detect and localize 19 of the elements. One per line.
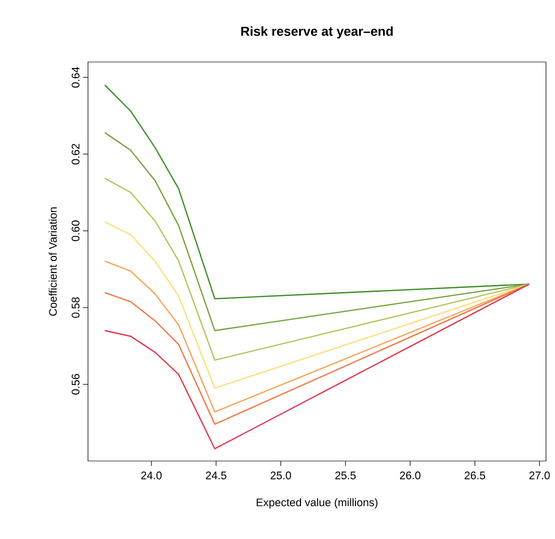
x-tick-label: 27.0: [529, 472, 550, 480]
y-tick-label: 0.60: [72, 220, 80, 242]
line-series: [104, 178, 530, 361]
line-series: [104, 132, 530, 332]
y-tick-label: 0.64: [72, 66, 80, 88]
x-tick-label: 24.5: [206, 472, 226, 480]
y-tick-label: 0.62: [72, 144, 80, 164]
y-axis-title: Coefficient of Variation: [48, 207, 57, 316]
line-series: [104, 260, 530, 413]
chart-title: Risk reserve at year–end: [241, 26, 393, 38]
x-tick-label: 25.0: [270, 472, 292, 480]
y-tick-label: 0.58: [72, 297, 80, 318]
y-tick-label: 0.56: [72, 374, 80, 395]
x-tick-label: 26.5: [464, 472, 486, 480]
x-tick-label: 26.0: [400, 472, 420, 480]
x-tick-label: 24.0: [141, 472, 162, 480]
x-axis-title: Expected value (millions): [256, 498, 378, 508]
x-tick-label: 25.5: [335, 472, 356, 480]
line-series: [104, 84, 530, 300]
